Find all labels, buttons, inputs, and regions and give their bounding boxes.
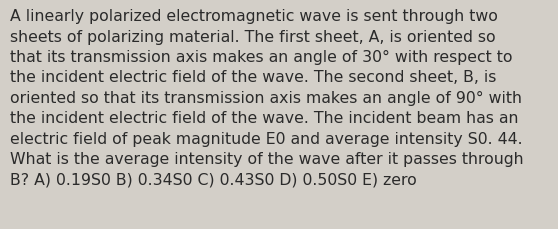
Text: A linearly polarized electromagnetic wave is sent through two
sheets of polarizi: A linearly polarized electromagnetic wav…	[10, 9, 523, 187]
